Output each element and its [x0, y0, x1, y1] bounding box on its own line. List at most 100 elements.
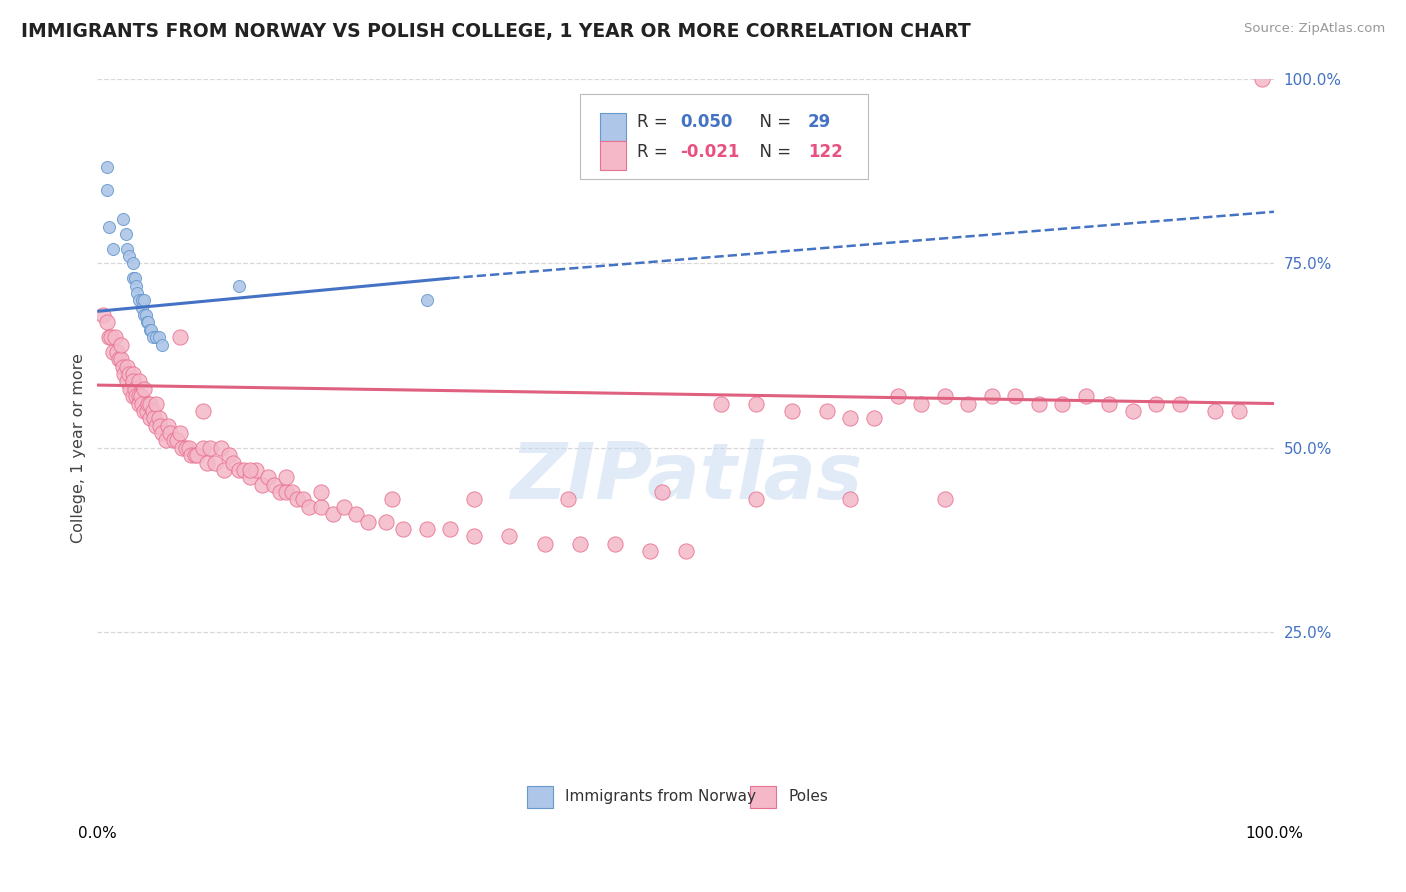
- Point: [125, 278, 148, 293]
- Point: [980, 389, 1002, 403]
- Point: [886, 389, 908, 403]
- Point: [184, 448, 207, 462]
- Point: [135, 404, 157, 418]
- Point: [839, 492, 862, 507]
- Point: [533, 537, 555, 551]
- Text: 122: 122: [808, 143, 842, 161]
- FancyBboxPatch shape: [600, 142, 626, 169]
- Text: N =: N =: [749, 113, 797, 131]
- Point: [1074, 389, 1097, 403]
- Point: [124, 382, 146, 396]
- Point: [745, 492, 768, 507]
- Point: [148, 330, 170, 344]
- Point: [128, 375, 150, 389]
- Point: [115, 242, 138, 256]
- Point: [180, 448, 202, 462]
- Point: [104, 330, 127, 344]
- Point: [131, 396, 153, 410]
- Point: [269, 485, 291, 500]
- Point: [498, 529, 520, 543]
- Point: [115, 375, 138, 389]
- Point: [150, 425, 173, 440]
- Point: [416, 522, 439, 536]
- Text: Poles: Poles: [789, 789, 828, 805]
- Point: [910, 396, 932, 410]
- Point: [250, 477, 273, 491]
- Point: [233, 463, 256, 477]
- Point: [1251, 72, 1274, 87]
- Point: [292, 492, 315, 507]
- Point: [863, 411, 886, 425]
- Point: [333, 500, 356, 514]
- Point: [557, 492, 579, 507]
- Point: [166, 434, 188, 448]
- Point: [139, 411, 162, 425]
- Point: [101, 345, 124, 359]
- Point: [118, 367, 141, 381]
- Point: [142, 330, 165, 344]
- Point: [344, 507, 367, 521]
- Point: [463, 529, 485, 543]
- Point: [675, 544, 697, 558]
- Point: [169, 330, 191, 344]
- Point: [815, 404, 838, 418]
- Point: [239, 470, 262, 484]
- Point: [416, 293, 439, 308]
- Point: [150, 337, 173, 351]
- Point: [96, 183, 118, 197]
- Point: [651, 485, 673, 500]
- Point: [710, 396, 733, 410]
- Point: [209, 441, 232, 455]
- Point: [1098, 396, 1121, 410]
- Point: [392, 522, 415, 536]
- Point: [309, 500, 332, 514]
- Point: [91, 308, 114, 322]
- Point: [120, 382, 142, 396]
- Point: [934, 389, 956, 403]
- Point: [136, 315, 159, 329]
- Point: [121, 375, 143, 389]
- Point: [245, 463, 267, 477]
- Point: [142, 404, 165, 418]
- Point: [263, 477, 285, 491]
- Point: [142, 411, 165, 425]
- Point: [174, 441, 197, 455]
- Text: R =: R =: [637, 113, 673, 131]
- Point: [1227, 404, 1250, 418]
- Point: [145, 418, 167, 433]
- Point: [121, 367, 143, 381]
- Point: [257, 470, 280, 484]
- Point: [957, 396, 980, 410]
- Text: 0.050: 0.050: [681, 113, 733, 131]
- Point: [309, 485, 332, 500]
- Point: [159, 425, 181, 440]
- Point: [200, 441, 222, 455]
- Point: [1004, 389, 1026, 403]
- Text: Source: ZipAtlas.com: Source: ZipAtlas.com: [1244, 22, 1385, 36]
- Point: [228, 463, 250, 477]
- FancyBboxPatch shape: [579, 94, 868, 178]
- Point: [204, 456, 226, 470]
- FancyBboxPatch shape: [751, 786, 776, 808]
- Point: [1144, 396, 1167, 410]
- Point: [179, 441, 201, 455]
- Point: [134, 293, 156, 308]
- Point: [170, 441, 193, 455]
- Point: [107, 352, 129, 367]
- FancyBboxPatch shape: [527, 786, 553, 808]
- Point: [228, 278, 250, 293]
- Point: [135, 308, 157, 322]
- Point: [96, 161, 118, 175]
- Point: [100, 330, 122, 344]
- Point: [1122, 404, 1144, 418]
- Point: [193, 404, 215, 418]
- Point: [149, 418, 172, 433]
- Point: [1204, 404, 1226, 418]
- Point: [214, 463, 236, 477]
- Text: Immigrants from Norway: Immigrants from Norway: [564, 789, 755, 805]
- Point: [640, 544, 662, 558]
- Point: [101, 242, 124, 256]
- FancyBboxPatch shape: [600, 112, 626, 141]
- Point: [934, 492, 956, 507]
- Point: [98, 330, 121, 344]
